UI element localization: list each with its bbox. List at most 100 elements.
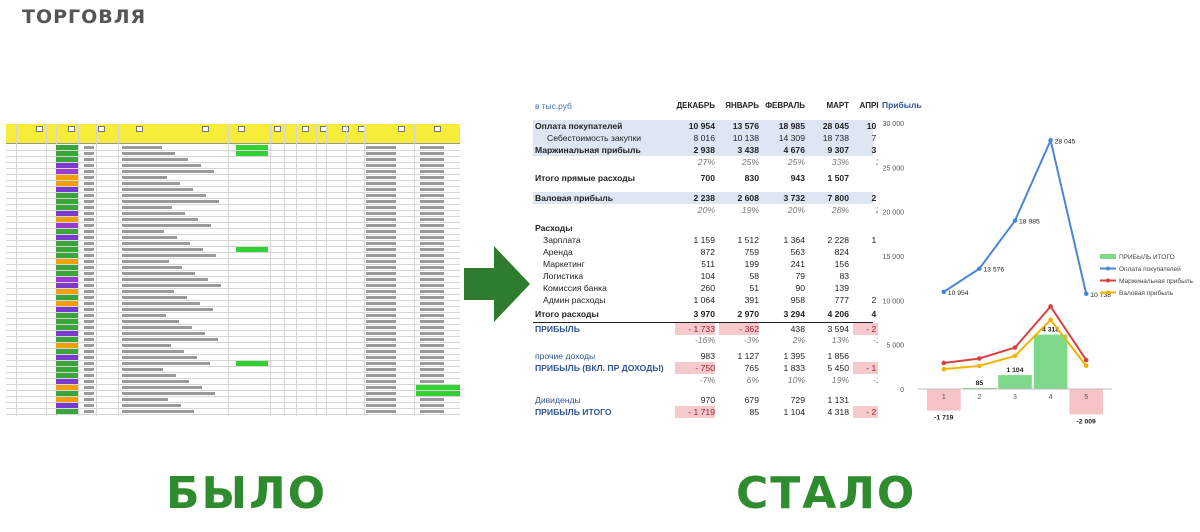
- row-value: 2 238: [693, 193, 715, 203]
- point-data-label: 10 954: [948, 290, 969, 297]
- row-value: 700: [700, 173, 715, 183]
- spreadsheet-row: [6, 337, 460, 343]
- spreadsheet-row: [6, 403, 460, 409]
- y-tick-label: 5 000: [886, 343, 904, 350]
- series-point: [1012, 218, 1018, 223]
- month-header: АПРЕЛЬ: [859, 101, 893, 110]
- report-row: 20%19%20%28%24%: [533, 204, 893, 216]
- spreadsheet-row: [6, 151, 460, 157]
- row-value: 765: [744, 363, 759, 373]
- report-row: Маркетинг511199241156200: [533, 258, 893, 270]
- row-label: ПРИБЫЛЬ: [535, 324, 580, 334]
- row-value: 13 576: [732, 121, 759, 131]
- spreadsheet-row: [6, 385, 460, 391]
- row-value: 27%: [697, 157, 715, 167]
- x-tick-label: 2: [977, 394, 981, 401]
- row-value: 824: [834, 247, 849, 257]
- row-value: 1 395: [783, 351, 805, 361]
- filter-icon: [36, 126, 43, 132]
- row-value: 3 594: [827, 324, 849, 334]
- profit-bar: [998, 375, 1032, 389]
- legend-swatch: [1106, 278, 1110, 283]
- series-point: [1048, 304, 1053, 309]
- row-value: 4 676: [783, 145, 805, 155]
- report-row: -7%6%10%19%-14%: [533, 374, 893, 386]
- row-value: 25%: [741, 157, 759, 167]
- spreadsheet-row: [6, 379, 460, 385]
- row-value: 104: [700, 271, 715, 281]
- bar-data-label: -1 719: [934, 415, 953, 422]
- row-label: ПРИБЫЛЬ ИТОГО: [535, 407, 612, 417]
- x-tick-label: 5: [1084, 394, 1088, 401]
- report-row: Оплата покупателей 10 954 13 576 18 985 28 0…: [533, 120, 893, 132]
- report-row: 27%25%25%33%30%: [533, 156, 893, 168]
- y-tick-label: 15 000: [883, 254, 905, 261]
- series-point: [1083, 363, 1089, 369]
- spreadsheet-row: [6, 241, 460, 247]
- row-value: 958: [790, 295, 805, 305]
- spreadsheet-header-row: [6, 124, 460, 144]
- y-tick-label: 0: [900, 387, 904, 394]
- legend-label: Оплата покупателей: [1119, 265, 1181, 273]
- profit-bar: [927, 389, 961, 411]
- row-value: 2 608: [737, 193, 759, 203]
- legend-label: Маржинальная прибыль: [1119, 277, 1194, 285]
- row-value: 20%: [787, 205, 805, 215]
- row-value: 9 307: [827, 145, 849, 155]
- y-tick-label: 25 000: [883, 165, 905, 172]
- series-point: [941, 360, 947, 366]
- x-tick-label: 3: [1013, 394, 1017, 401]
- report-header: в тыс.руб ДЕКАБРЬ ЯНВАРЬ ФЕВРАЛЬ МАРТ АП…: [533, 98, 893, 114]
- row-value: 28%: [831, 205, 849, 215]
- spreadsheet-row: [6, 217, 460, 223]
- report-row: Аренда872759563824846: [533, 246, 893, 258]
- chart-title: Прибыль: [882, 100, 922, 110]
- filter-icon: [274, 126, 281, 132]
- row-value: 51: [749, 283, 759, 293]
- row-value: 438: [790, 324, 805, 334]
- row-value: 830: [744, 173, 759, 183]
- spreadsheet-row: [6, 199, 460, 205]
- spreadsheet-row: [6, 283, 460, 289]
- spreadsheet-row: [6, 157, 460, 163]
- report-row: Расходы: [533, 222, 873, 234]
- spreadsheet-row: [6, 247, 460, 253]
- spreadsheet-row: [6, 235, 460, 241]
- row-value: 139: [834, 283, 849, 293]
- row-label: Зарплата: [543, 235, 581, 245]
- caption-after: СТАЛО: [736, 468, 917, 519]
- y-tick-label: 30 000: [883, 121, 905, 128]
- row-value: 2 938: [693, 145, 715, 155]
- spreadsheet-row: [6, 319, 460, 325]
- spreadsheet-row: [6, 361, 460, 367]
- spreadsheet-row: [6, 187, 460, 193]
- row-value: 1 512: [737, 235, 759, 245]
- row-value: 20%: [697, 205, 715, 215]
- y-tick-label: 10 000: [883, 298, 905, 305]
- profit-chart: 30 000 25 000 20 000 15 000 10 000 5 000 0 -1 7…: [878, 98, 1200, 424]
- spreadsheet-row: [6, 145, 460, 151]
- row-label: Валовая прибыль: [535, 193, 614, 203]
- row-label: Маркетинг: [543, 259, 585, 269]
- row-value: 13%: [831, 335, 849, 345]
- row-value: -3%: [743, 335, 759, 345]
- month-header: ФЕВРАЛЬ: [765, 101, 805, 110]
- row-value: 18 985: [778, 121, 805, 131]
- profit-bar: [1033, 334, 1068, 389]
- point-data-label: 28 045: [1055, 138, 1076, 145]
- page-title: ТОРГОВЛЯ: [22, 6, 147, 28]
- row-value: 3 732: [783, 193, 805, 203]
- row-value: 777: [834, 295, 849, 305]
- row-value: -16%: [694, 335, 715, 345]
- spreadsheet-row: [6, 259, 460, 265]
- series-point: [1048, 317, 1053, 323]
- row-label: Расходы: [535, 223, 573, 233]
- spreadsheet-row: [6, 265, 460, 271]
- row-value: 1 507: [827, 173, 849, 183]
- series-point: [941, 289, 947, 295]
- row-value: 970: [700, 395, 715, 405]
- row-value: 729: [790, 395, 805, 405]
- legend-swatch: [1100, 254, 1116, 259]
